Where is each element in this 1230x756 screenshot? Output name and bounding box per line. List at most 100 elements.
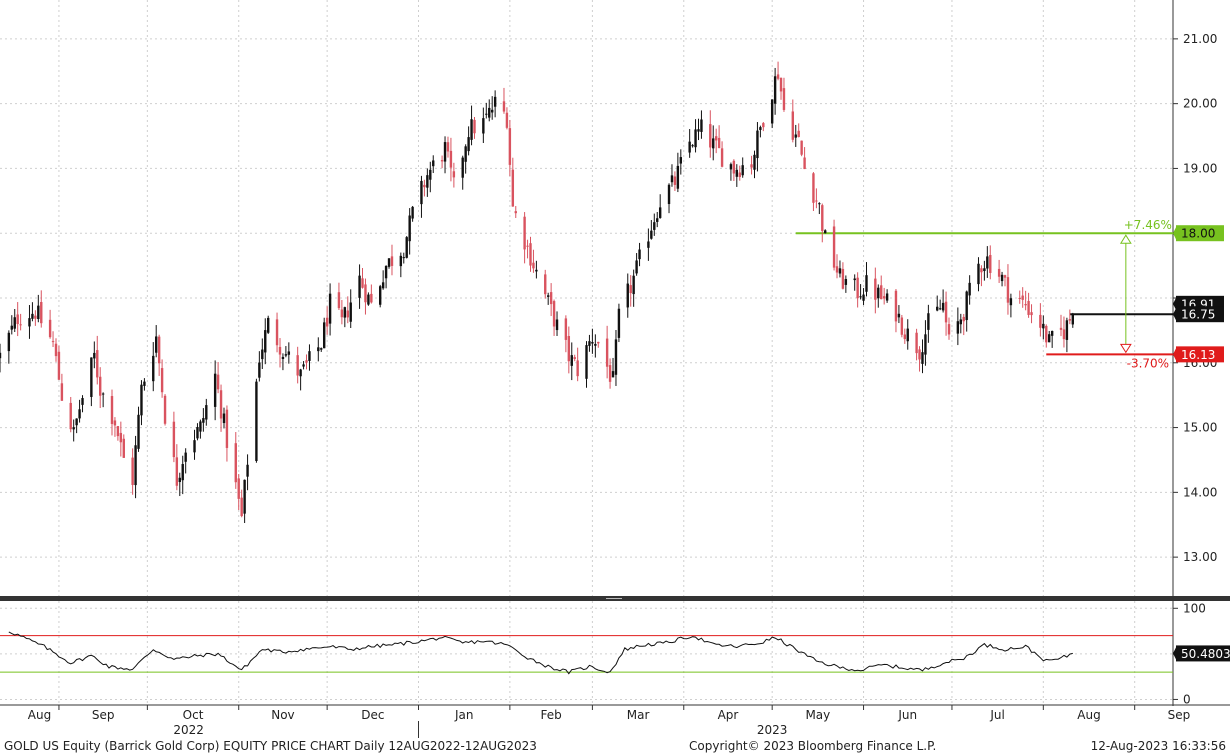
candle-body bbox=[340, 309, 344, 318]
candle bbox=[779, 77, 783, 100]
candle-body bbox=[1042, 323, 1045, 329]
candle bbox=[968, 275, 971, 305]
candle bbox=[28, 305, 31, 339]
oscillator-tick-label: 0 bbox=[1183, 692, 1191, 706]
candle-body bbox=[131, 457, 134, 485]
candle-body bbox=[732, 160, 736, 174]
price-tag-last-box bbox=[1176, 306, 1224, 323]
candle-body bbox=[573, 357, 576, 359]
candle bbox=[384, 265, 388, 289]
candle-body bbox=[714, 136, 718, 141]
candle-body bbox=[835, 266, 839, 273]
candle-body bbox=[523, 216, 526, 250]
candle-body bbox=[305, 360, 308, 363]
candle-body bbox=[343, 307, 347, 318]
candle bbox=[202, 408, 205, 432]
candle-body bbox=[1003, 275, 1007, 278]
candle bbox=[936, 295, 939, 312]
candle bbox=[343, 306, 347, 328]
candle bbox=[31, 302, 34, 322]
candle bbox=[753, 150, 756, 179]
candle-body bbox=[635, 260, 638, 274]
candle-body bbox=[859, 296, 862, 298]
candle bbox=[567, 326, 571, 374]
oscillator-value-label: 50.4803 bbox=[1181, 647, 1230, 661]
candle bbox=[608, 358, 612, 389]
candle-body bbox=[81, 398, 84, 405]
candle bbox=[113, 417, 117, 437]
candle-body bbox=[921, 352, 924, 364]
candle-body bbox=[880, 285, 883, 300]
candle bbox=[882, 287, 886, 305]
candle bbox=[1042, 315, 1045, 340]
candle-body bbox=[709, 124, 712, 148]
candle-body bbox=[803, 157, 806, 170]
candle-body bbox=[490, 109, 494, 113]
candle bbox=[856, 272, 859, 308]
x-month-label: Jun bbox=[897, 708, 917, 722]
candle-body bbox=[99, 376, 102, 396]
candle bbox=[243, 479, 246, 523]
candle-body bbox=[432, 160, 435, 167]
candle bbox=[1045, 324, 1048, 348]
candle bbox=[794, 124, 797, 147]
candle-body bbox=[390, 256, 394, 266]
candle bbox=[570, 342, 573, 381]
candle-body bbox=[505, 112, 509, 128]
candle bbox=[938, 299, 942, 311]
candle-body bbox=[570, 355, 573, 366]
candle bbox=[308, 344, 311, 371]
candle-body bbox=[924, 334, 927, 355]
candle bbox=[709, 110, 712, 158]
candle bbox=[358, 264, 361, 309]
candle bbox=[549, 283, 553, 317]
candle-body bbox=[399, 255, 403, 267]
candle-body bbox=[1062, 329, 1066, 340]
candle bbox=[880, 275, 883, 300]
candle bbox=[34, 310, 37, 326]
candle bbox=[219, 384, 223, 432]
candle bbox=[1003, 274, 1007, 287]
candle bbox=[213, 360, 217, 421]
candle-body bbox=[175, 457, 179, 486]
candle bbox=[470, 105, 473, 146]
candle-body bbox=[856, 277, 859, 299]
candle-body bbox=[800, 140, 803, 155]
candle-body bbox=[691, 145, 694, 147]
candle-body bbox=[877, 287, 880, 299]
candle bbox=[264, 318, 267, 365]
candle bbox=[122, 434, 125, 458]
candle bbox=[205, 398, 208, 426]
candle bbox=[544, 269, 547, 299]
y-tick-label: 19.00 bbox=[1183, 161, 1217, 175]
candle-body bbox=[199, 421, 202, 432]
candle bbox=[246, 454, 249, 491]
candle-body bbox=[302, 364, 305, 367]
candle-body bbox=[387, 258, 391, 267]
candle-body bbox=[965, 291, 968, 321]
candle-body bbox=[51, 341, 55, 343]
candle bbox=[175, 444, 179, 491]
candle bbox=[411, 205, 414, 222]
x-month-label: Nov bbox=[271, 708, 294, 722]
candle-body bbox=[941, 302, 945, 311]
candle-body bbox=[449, 150, 453, 168]
candle-body bbox=[155, 336, 158, 353]
candle-body bbox=[1024, 304, 1027, 306]
candle-body bbox=[470, 119, 473, 140]
candle-body bbox=[296, 355, 299, 376]
candle-body bbox=[243, 479, 246, 514]
candle bbox=[140, 380, 143, 426]
candle bbox=[924, 320, 927, 366]
candle-body bbox=[997, 268, 1001, 277]
candle-body bbox=[48, 319, 52, 338]
candle-body bbox=[28, 318, 31, 327]
candle bbox=[691, 144, 694, 148]
candle bbox=[48, 309, 52, 339]
candle-body bbox=[116, 426, 120, 437]
candle bbox=[152, 342, 155, 392]
candle-body bbox=[653, 222, 656, 230]
candle bbox=[838, 260, 842, 278]
candle-body bbox=[16, 314, 19, 325]
candle-body bbox=[544, 274, 547, 295]
